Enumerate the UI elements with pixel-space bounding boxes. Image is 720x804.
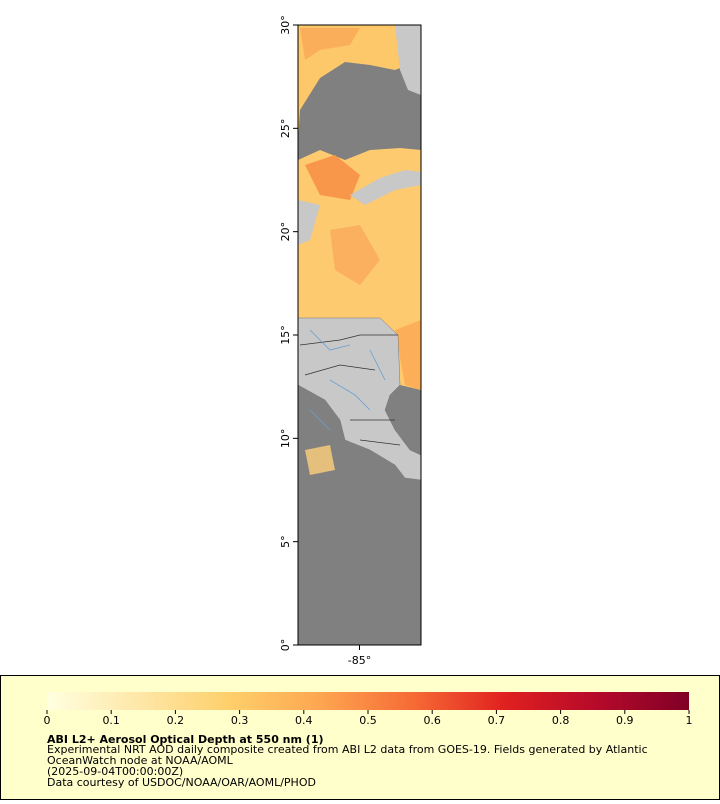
colorbar-tick-label: 1 <box>686 714 693 727</box>
aerosol-patch <box>300 28 360 60</box>
lat-tick-label: 20° <box>279 222 292 242</box>
lat-tick-label: 0° <box>279 639 292 652</box>
lon-tick-label: -85° <box>348 654 371 667</box>
aerosol-patch <box>305 155 360 200</box>
info-line: (2025-09-04T00:00:00Z) <box>47 765 183 778</box>
info-line: OceanWatch node at NOAA/AOML <box>47 754 234 767</box>
colorbar-tick-label: 0.4 <box>295 714 313 727</box>
aerosol-patch <box>298 25 421 140</box>
colorbar-tick-label: 0.2 <box>167 714 185 727</box>
lat-tick-label: 15° <box>279 325 292 345</box>
land <box>395 25 421 95</box>
info-line: Experimental NRT AOD daily composite cre… <box>47 743 648 756</box>
land <box>298 200 320 245</box>
land <box>350 170 421 205</box>
colorbar-tick-label: 0.5 <box>359 714 377 727</box>
info-line: Data courtesy of USDOC/NOAA/OAR/AOML/PHO… <box>47 776 316 789</box>
colorbar <box>47 692 689 710</box>
aerosol-patch <box>305 445 335 475</box>
info-title: ABI L2+ Aerosol Optical Depth at 550 nm … <box>47 733 324 746</box>
colorbar-tick-label: 0.1 <box>102 714 120 727</box>
colorbar-tick-label: 0.3 <box>231 714 249 727</box>
lat-tick-label: 30° <box>279 15 292 35</box>
colorbar-tick-label: 0.6 <box>423 714 441 727</box>
aerosol-patch <box>330 225 380 285</box>
colorbar-tick-label: 0.9 <box>616 714 634 727</box>
river <box>309 329 386 431</box>
lat-tick-label: 5° <box>279 535 292 548</box>
aerosol-patch <box>395 320 421 390</box>
lat-tick-label: 25° <box>279 119 292 139</box>
colorbar-tick-label: 0.8 <box>552 714 570 727</box>
border <box>299 334 401 446</box>
colorbar-tick-label: 0 <box>44 714 51 727</box>
colorbar-tick-label: 0.7 <box>488 714 506 727</box>
map <box>298 25 421 645</box>
lat-tick-label: 10° <box>279 429 292 449</box>
